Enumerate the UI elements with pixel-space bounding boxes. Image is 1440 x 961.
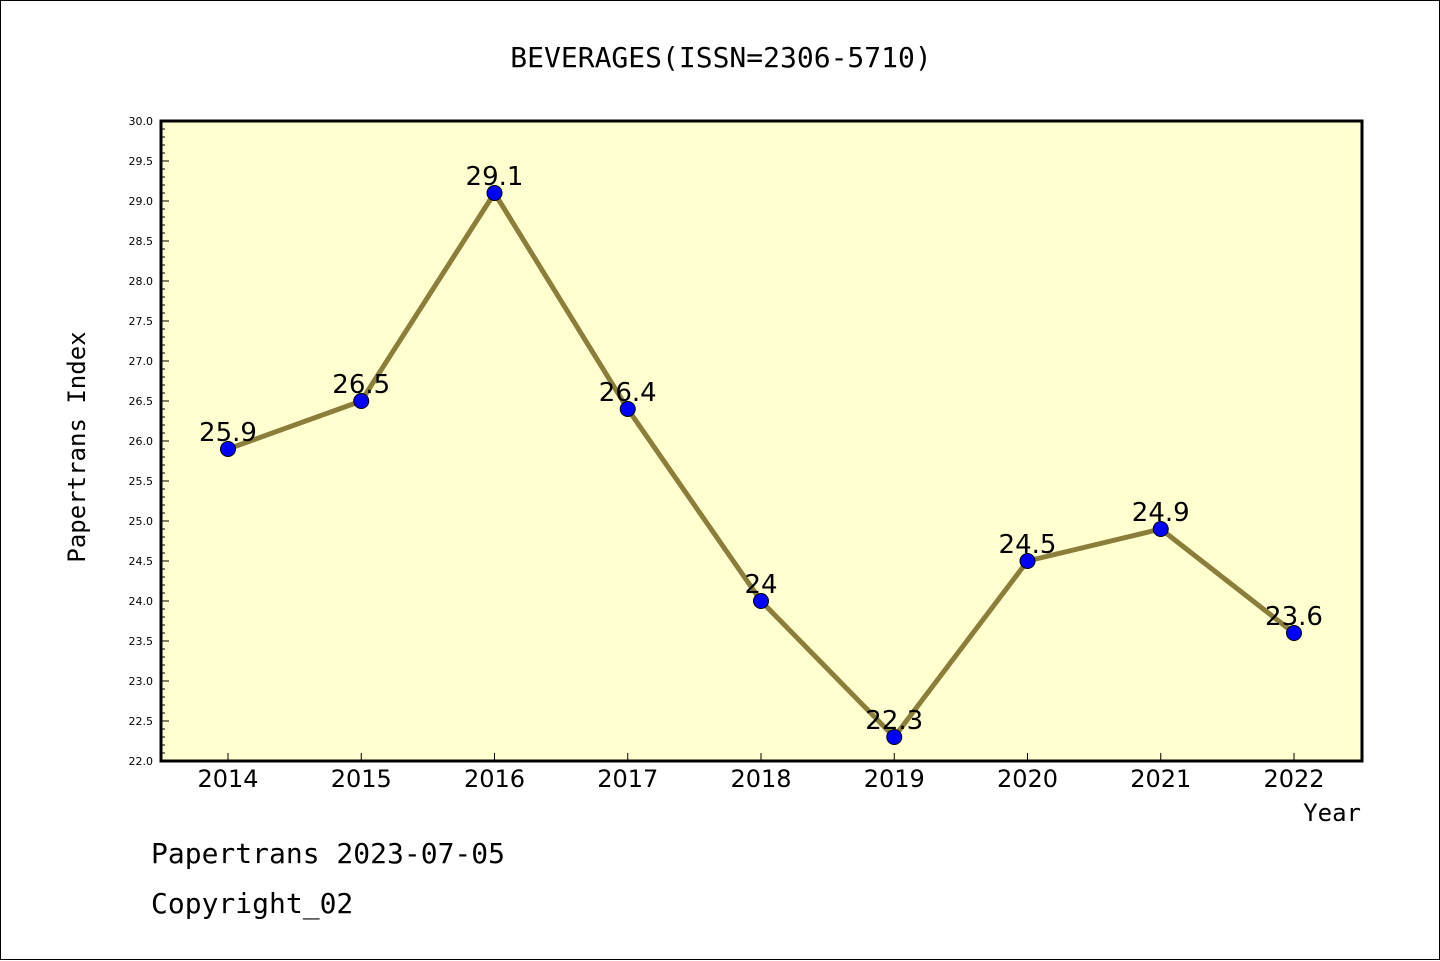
x-tick-label: 2022 xyxy=(1263,765,1324,793)
y-tick-label: 29.0 xyxy=(129,195,154,208)
y-tick-label: 26.5 xyxy=(129,395,154,408)
y-tick-label: 27.0 xyxy=(129,355,154,368)
plot-area xyxy=(161,121,1362,761)
y-tick-label: 23.5 xyxy=(129,635,154,648)
data-value-label: 26.5 xyxy=(332,370,390,400)
y-axis-label: Papertrans Index xyxy=(63,331,91,562)
data-value-label: 24 xyxy=(744,570,777,600)
footer-date-text: Papertrans 2023-07-05 xyxy=(151,837,506,870)
data-point-marker xyxy=(619,401,636,417)
plot-frame xyxy=(159,119,1364,763)
data-point-marker xyxy=(1152,521,1169,537)
y-tick-label: 23.0 xyxy=(129,675,154,688)
y-tick-label: 24.5 xyxy=(129,555,154,568)
x-tick-label: 2015 xyxy=(331,765,392,793)
data-value-label: 24.5 xyxy=(999,530,1057,560)
data-value-label: 24.9 xyxy=(1132,498,1190,528)
data-value-label: 25.9 xyxy=(199,418,257,448)
x-axis-label: Year xyxy=(1303,799,1361,827)
x-tick-label: 2019 xyxy=(864,765,925,793)
y-tick-label: 25.5 xyxy=(129,475,154,488)
series-markers xyxy=(220,185,1302,745)
data-value-label: 26.4 xyxy=(599,378,657,408)
data-point-marker xyxy=(353,393,370,409)
data-point-marker xyxy=(1019,553,1036,569)
x-tick-label: 2020 xyxy=(997,765,1058,793)
y-tick-label: 26.0 xyxy=(129,435,154,448)
y-tick-label: 22.5 xyxy=(129,715,154,728)
x-tick-label: 2018 xyxy=(730,765,791,793)
data-value-label: 29.1 xyxy=(466,162,524,192)
x-tick-label: 2021 xyxy=(1130,765,1191,793)
data-point-marker xyxy=(220,441,236,457)
y-tick-label: 25.0 xyxy=(129,515,154,528)
y-tick-label: 28.5 xyxy=(129,235,154,248)
y-tick-label: 28.0 xyxy=(129,275,154,288)
y-tick-label: 30.0 xyxy=(129,115,154,128)
x-tick-label: 2017 xyxy=(597,765,658,793)
data-point-marker xyxy=(886,729,903,745)
data-point-marker xyxy=(753,593,769,609)
data-point-marker xyxy=(486,185,503,201)
footer-copyright-text: Copyright_02 xyxy=(151,887,354,920)
y-tick-label: 29.5 xyxy=(129,155,154,168)
y-tick-label: 27.5 xyxy=(129,315,154,328)
data-value-label: 23.6 xyxy=(1265,602,1323,632)
x-tick-label: 2016 xyxy=(464,765,525,793)
y-tick-label: 24.0 xyxy=(129,595,154,608)
y-tick-label: 22.0 xyxy=(129,755,154,768)
chart-title: BEVERAGES(ISSN=2306-5710) xyxy=(510,41,931,74)
data-value-label: 22.3 xyxy=(865,706,923,736)
data-point-marker xyxy=(1286,625,1302,641)
x-tick-label: 2014 xyxy=(197,765,258,793)
data-labels: 25.9 26.5 29.1 26.4 24 22.3 24.5 24.9 23.6 xyxy=(199,162,1323,736)
x-ticks: 2014 2015 2016 2017 2018 2019 2020 2021 2022 xyxy=(197,753,1325,793)
